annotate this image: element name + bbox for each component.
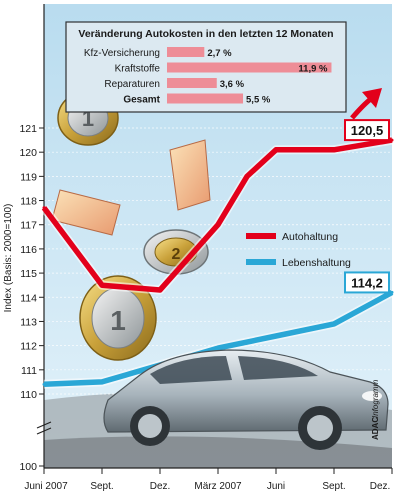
inset-row-label: Gesamt: [123, 95, 160, 106]
data-point: [42, 206, 46, 210]
y-tick-label: 114: [20, 292, 37, 304]
y-tick-label: 115: [20, 268, 37, 280]
inset-bar-value: 5,5 %: [246, 95, 271, 106]
legend-label: Lebenshaltung: [282, 257, 351, 269]
data-point: [158, 288, 162, 292]
x-tick-label: März 2007: [194, 481, 242, 492]
data-point: [332, 322, 336, 326]
data-point: [245, 174, 249, 178]
banknote-icon: [51, 139, 211, 236]
data-point: [216, 223, 220, 227]
inset-bar-value: 3,6 %: [220, 79, 245, 90]
y-tick-label: 120: [19, 147, 37, 159]
x-tick-label: Sept.: [322, 481, 345, 492]
credit: ADAC Infogramm: [371, 379, 380, 440]
x-tick-label: Juni: [267, 481, 285, 492]
inset-row-label: Kraftstoffe: [115, 64, 161, 75]
car-illustration: [103, 349, 389, 450]
data-point: [332, 148, 336, 152]
data-point: [100, 283, 104, 287]
axis-break-mark: [36, 421, 52, 435]
series-line-autohaltung: [41, 137, 393, 293]
inset-title: Veränderung Autokosten in den letzten 12…: [78, 28, 333, 40]
end-value-label: 120,5: [351, 123, 384, 138]
credit-suffix: Infogramm: [371, 379, 380, 418]
data-point: [100, 380, 104, 384]
large-euro-coin-icon: 1: [79, 275, 157, 361]
end-value-box: [344, 119, 390, 142]
y-tick-label: 117: [20, 220, 37, 232]
road-decoration: [44, 436, 392, 468]
inset-bar-value: 2,7 %: [207, 48, 232, 59]
inset-panel: Veränderung Autokosten in den letzten 12…: [65, 21, 347, 113]
data-point: [274, 334, 278, 338]
up-arrow-icon: [350, 88, 382, 120]
data-point: [274, 148, 278, 152]
y-tick-label: 100: [19, 461, 37, 473]
y-tick-label: 121: [19, 123, 37, 135]
y-tick-label: 116: [20, 244, 37, 256]
y-axis-label: Index (Basis: 2000=100): [3, 204, 14, 313]
y-tick-label: 119: [20, 171, 37, 183]
legend-label: Autohaltung: [282, 231, 338, 243]
svg-text:1: 1: [110, 305, 126, 336]
x-tick-label: Sept.: [90, 481, 113, 492]
end-value-box: [344, 271, 390, 294]
credit-brand: ADAC: [371, 417, 380, 440]
inset-bar: [167, 93, 244, 104]
y-tick-label: 118: [20, 196, 37, 208]
x-tick-label: Juni 2007: [24, 481, 68, 492]
inset-bar-value: 11,9 %: [298, 64, 328, 75]
inset-row-label: Kfz-Versicherung: [84, 48, 160, 59]
x-tick-label: Dez.: [370, 481, 391, 492]
inset-bar: [167, 62, 332, 73]
inset-bar: [167, 78, 217, 88]
inset-row-label: Reparaturen: [104, 79, 160, 90]
y-tick-label: 111: [21, 365, 37, 377]
data-point: [216, 346, 220, 350]
svg-text:2: 2: [172, 246, 181, 263]
inset-bar: [167, 47, 205, 57]
x-tick-label: Dez.: [150, 481, 171, 492]
end-value-label: 114,2: [351, 275, 383, 290]
data-point: [42, 382, 46, 386]
y-tick-label: 110: [20, 389, 37, 401]
y-tick-label: 112: [20, 341, 37, 353]
y-tick-label: 113: [20, 316, 37, 328]
data-point: [390, 138, 394, 142]
data-point: [390, 290, 394, 294]
